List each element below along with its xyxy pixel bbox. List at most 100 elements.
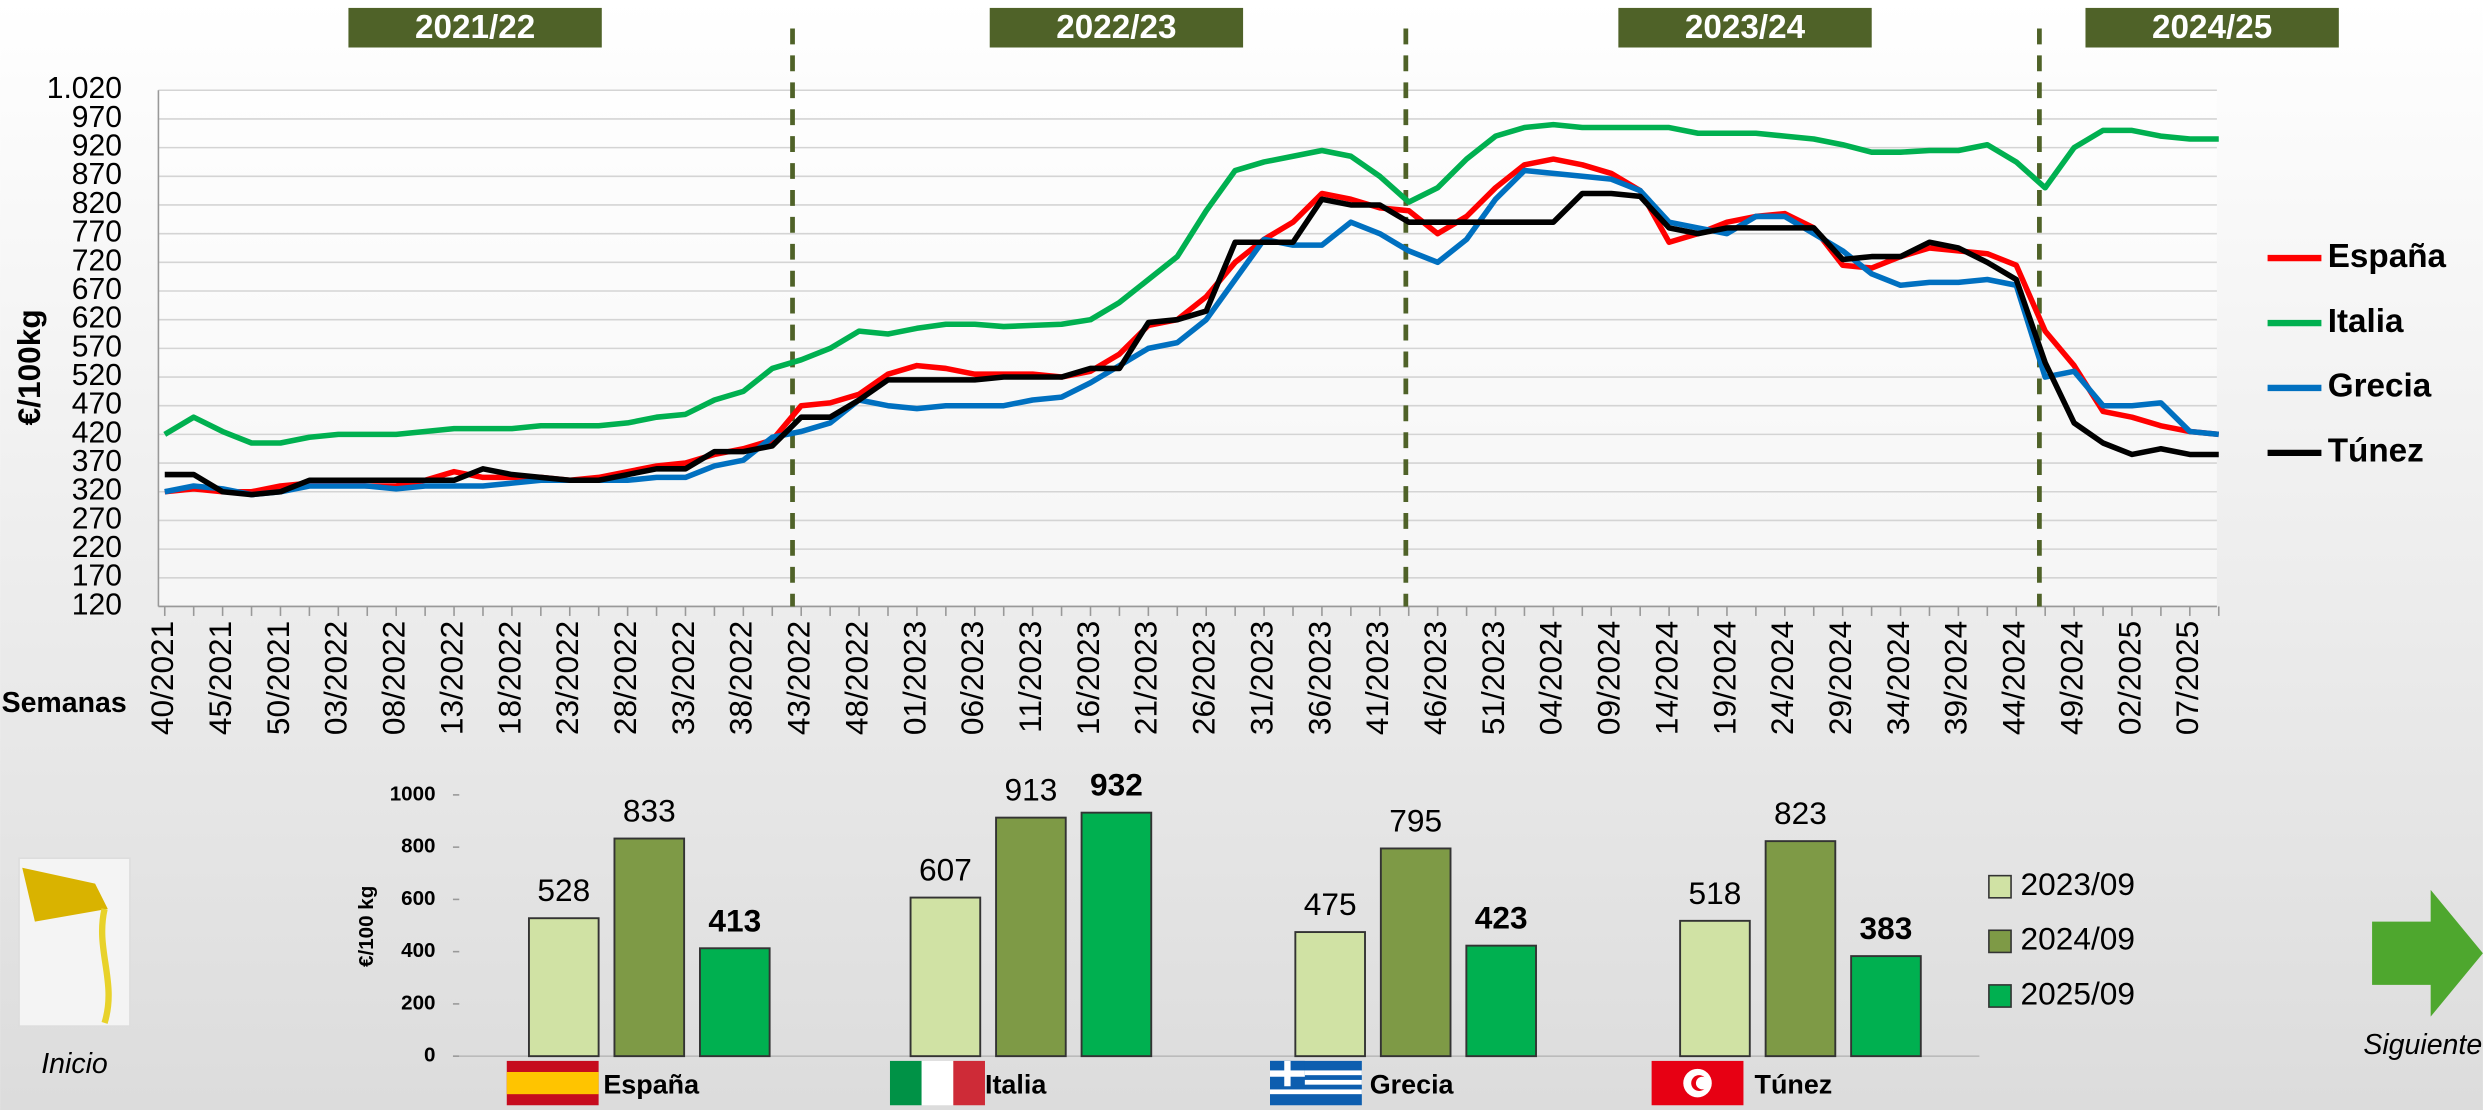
bar [1465, 944, 1537, 1058]
x-tick-label: 01/2023 [896, 621, 932, 735]
bar [1764, 840, 1837, 1058]
y-tick-label: 600 [401, 887, 435, 910]
next-arrow[interactable] [2372, 889, 2483, 1017]
x-tick-label: 51/2023 [1475, 621, 1511, 735]
y-tick-label: 420 [72, 416, 122, 449]
y-tick-label: 1.020 [47, 72, 122, 105]
x-tick-label: 13/2022 [433, 621, 469, 735]
bar-value-label: 823 [1774, 795, 1827, 831]
flags [506, 1060, 1744, 1106]
legend-label: 2025/09 [2021, 975, 2135, 1011]
x-tick-label: 41/2023 [1359, 621, 1395, 735]
x-tick-label: 03/2022 [318, 621, 354, 735]
season-label: 2024/25 [2152, 9, 2272, 46]
bar-value-label: 518 [1689, 875, 1742, 911]
x-tick-label: España [603, 1069, 700, 1099]
bar [527, 917, 600, 1058]
x-tick-label: 23/2022 [549, 621, 585, 735]
y-tick-label: 1000 [390, 782, 436, 805]
next-label[interactable]: Siguiente [2363, 1029, 2482, 1061]
x-tick-label: 08/2022 [376, 621, 412, 735]
y-tick-label: 520 [72, 359, 122, 392]
y-tick-label: 620 [72, 302, 122, 335]
bar-value-label: 795 [1389, 802, 1442, 838]
y-tick-label: 970 [72, 101, 122, 134]
x-tick-label: 46/2023 [1417, 621, 1453, 735]
x-tick-label: 21/2023 [1128, 621, 1164, 735]
x-tick-label: 44/2024 [1996, 621, 2032, 735]
bar [995, 816, 1067, 1058]
season-label: 2021/22 [415, 9, 535, 46]
x-tick-label: 26/2023 [1186, 621, 1222, 735]
y-axis-label: €/100 kg [355, 886, 378, 967]
bar-value-label: 913 [1004, 772, 1057, 808]
bar [909, 896, 982, 1058]
x-tick-label: 48/2022 [838, 621, 874, 735]
y-tick-label: 670 [72, 273, 122, 306]
series-line [164, 156, 2220, 495]
flag-spain-band [506, 1071, 599, 1095]
oil-stream [98, 908, 112, 1024]
x-tick-label: 09/2024 [1591, 621, 1627, 735]
x-tick-label: 49/2024 [2053, 621, 2089, 735]
bar [1850, 955, 1922, 1058]
x-tick-label: 28/2022 [607, 621, 643, 735]
legend-label: 2023/09 [2021, 866, 2135, 902]
bar-value-label: 383 [1860, 910, 1913, 946]
bar-value-label: 607 [919, 852, 972, 888]
x-tick-label: 14/2024 [1648, 621, 1684, 735]
bar-value-label: 932 [1090, 767, 1143, 803]
bar [1294, 931, 1366, 1058]
bar [1379, 847, 1452, 1058]
bar-value-label: 423 [1475, 900, 1528, 936]
x-tick-label: Italia [985, 1069, 1047, 1099]
y-tick-label: 120 [72, 588, 122, 621]
y-tick-label: 400 [401, 939, 435, 962]
legend-label: Grecia [2328, 368, 2432, 405]
flag-greece-stripe [1270, 1070, 1362, 1076]
season-box [989, 7, 1244, 48]
home-icon[interactable] [18, 857, 131, 1027]
flag-greece-cross [1270, 1070, 1305, 1077]
x-tick-label: 38/2022 [723, 621, 759, 735]
season-label: 2022/23 [1056, 9, 1176, 46]
y-tick-label: 920 [72, 130, 122, 163]
flag-greece-stripe [1270, 1089, 1362, 1095]
x-tick-label: Grecia [1370, 1069, 1455, 1099]
flag-italy-white [921, 1060, 954, 1106]
bar-value-label: 475 [1304, 886, 1357, 922]
series-line [164, 167, 2220, 498]
series-line [164, 190, 2219, 498]
x-tick-label: Túnez [1755, 1069, 1833, 1099]
flag-italy-red [953, 1060, 985, 1106]
y-tick-label: 320 [72, 474, 122, 507]
x-tick-label: 06/2023 [954, 621, 990, 735]
flag-greece-stripe [1270, 1079, 1362, 1085]
x-tick-label: 31/2023 [1243, 621, 1279, 735]
x-tick-label: 34/2024 [1880, 621, 1916, 735]
y-tick-label: 720 [72, 244, 122, 277]
bar-value-label: 528 [537, 872, 590, 908]
x-tick-label: 19/2024 [1706, 621, 1742, 735]
x-tick-label: 11/2023 [1012, 621, 1048, 733]
season-box [2085, 7, 2339, 48]
season-box [1618, 7, 1872, 48]
flag-tunisia-crescent-cut [1695, 1076, 1709, 1090]
bar [613, 837, 686, 1058]
y-tick-label: 570 [72, 330, 122, 363]
x-tick-label: 16/2023 [1070, 621, 1106, 735]
bottle [22, 867, 108, 922]
x-tick-label: 18/2022 [491, 621, 527, 735]
x-tick-label: 43/2022 [781, 621, 817, 735]
y-tick-label: 870 [72, 158, 122, 191]
home-label[interactable]: Inicio [41, 1048, 108, 1080]
legend-swatch [1988, 929, 2012, 954]
x-axis-label: Semanas [2, 687, 127, 719]
bar-value-label: 833 [623, 793, 676, 829]
season-box [348, 7, 602, 48]
y-axis-label: €/100kg [11, 309, 47, 425]
x-tick-label: 50/2021 [260, 621, 296, 735]
y-tick-label: 0 [424, 1044, 435, 1067]
x-tick-label: 04/2024 [1533, 621, 1569, 735]
